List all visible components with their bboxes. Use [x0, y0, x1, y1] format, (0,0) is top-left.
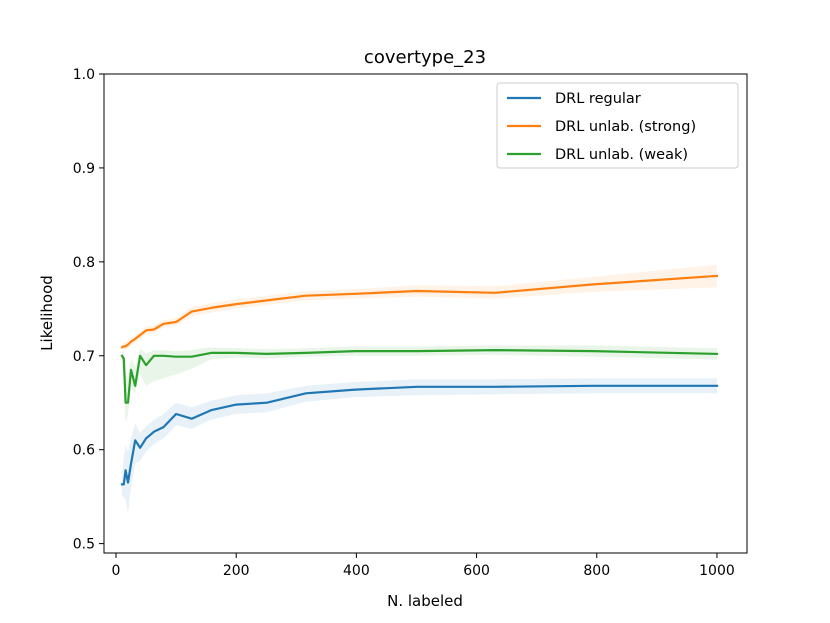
y-tick-label: 0.7	[73, 349, 95, 365]
confidence-band-series-1	[122, 378, 717, 514]
y-tick-label: 0.6	[73, 443, 95, 459]
plot-frame	[103, 73, 748, 554]
legend-frame	[496, 82, 739, 169]
y-tick-label: 1.0	[73, 67, 95, 83]
legend-label-series-3: DRL unlab. (weak)	[555, 147, 688, 163]
y-axis: 0.5 0.6 0.7 0.8 0.9 1.0	[73, 67, 104, 553]
y-tick-label: 0.8	[73, 255, 95, 271]
x-tick-label: 600	[463, 563, 490, 579]
y-axis-label: Likelihood	[38, 275, 56, 351]
legend: DRL regular DRL unlab. (strong) DRL unlab.…	[496, 82, 739, 169]
chart-title: covertype_23	[364, 47, 486, 68]
x-tick-label: 400	[343, 563, 370, 579]
series-line-2	[120, 274, 719, 349]
series-line-3	[120, 349, 719, 404]
series-line-1	[120, 384, 719, 486]
x-axis-label: N. labeled	[387, 592, 463, 610]
y-tick-label: 0.9	[73, 161, 95, 177]
series-lines	[120, 274, 719, 486]
legend-label-series-2: DRL unlab. (strong)	[555, 119, 696, 135]
y-tick-label: 0.5	[73, 537, 95, 553]
x-tick-label: 200	[223, 563, 250, 579]
x-axis: 0 200 400 600 800 1000	[112, 553, 735, 579]
x-tick-label: 1000	[699, 563, 735, 579]
x-tick-label: 0	[112, 563, 121, 579]
legend-label-series-1: DRL regular	[555, 91, 641, 107]
x-tick-label: 800	[583, 563, 610, 579]
